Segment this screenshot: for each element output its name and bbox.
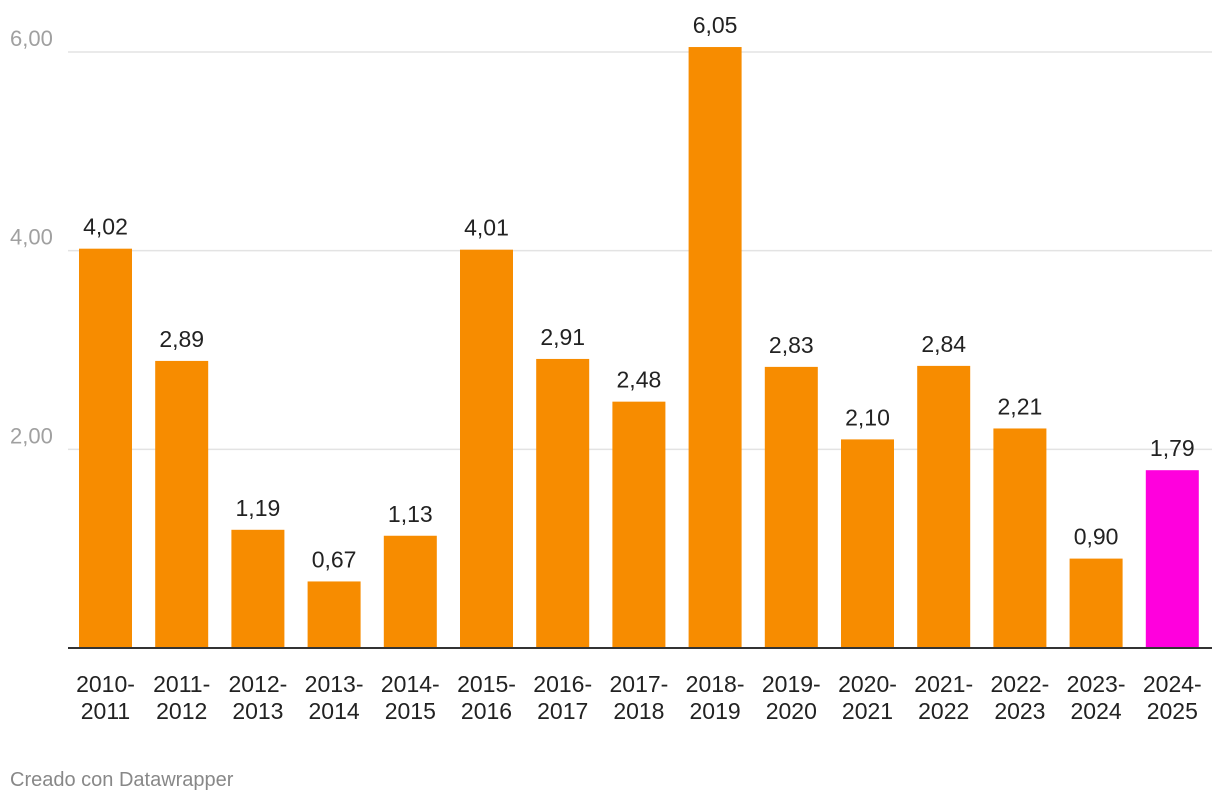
x-tick-label-line: 2024 bbox=[1071, 698, 1122, 724]
x-tick-label-line: 2021- bbox=[914, 671, 973, 697]
x-tick-label-line: 2010- bbox=[76, 671, 135, 697]
bar[interactable] bbox=[688, 47, 742, 649]
x-tick-label: 2023-2024 bbox=[1067, 671, 1126, 724]
x-tick-label: 2016-2017 bbox=[533, 671, 592, 724]
x-tick-label: 2018-2019 bbox=[686, 671, 745, 724]
x-tick-label-line: 2019- bbox=[762, 671, 821, 697]
value-label: 1,79 bbox=[1150, 435, 1195, 461]
x-tick-label: 2014-2015 bbox=[381, 671, 440, 724]
x-tick-label-line: 2011- bbox=[153, 671, 210, 697]
y-tick-label: 2,00 bbox=[10, 423, 53, 448]
x-tick-label: 2019-2020 bbox=[762, 671, 821, 724]
bars bbox=[79, 47, 1199, 649]
bar[interactable] bbox=[460, 249, 513, 648]
bar[interactable] bbox=[764, 366, 818, 648]
x-tick-label-line: 2017- bbox=[609, 671, 668, 697]
x-tick-label-line: 2021 bbox=[842, 698, 893, 724]
x-tick-label: 2021-2022 bbox=[914, 671, 973, 724]
bar[interactable] bbox=[536, 358, 590, 648]
x-tick-label-line: 2023- bbox=[1067, 671, 1126, 697]
x-tick-label-line: 2020- bbox=[838, 671, 897, 697]
x-tick-label: 2020-2021 bbox=[838, 671, 897, 724]
value-label: 6,05 bbox=[693, 12, 738, 38]
bar[interactable] bbox=[841, 439, 894, 648]
value-label: 2,10 bbox=[845, 404, 890, 430]
bar[interactable] bbox=[231, 529, 285, 648]
x-tick-label-line: 2022- bbox=[990, 671, 1049, 697]
bar[interactable] bbox=[1069, 558, 1123, 648]
x-tick-label-line: 2025 bbox=[1147, 698, 1198, 724]
value-label: 0,90 bbox=[1074, 524, 1119, 550]
y-tick-label: 6,00 bbox=[10, 26, 53, 51]
x-tick-label-line: 2012 bbox=[156, 698, 207, 724]
value-label: 0,67 bbox=[312, 546, 357, 572]
y-axis-tick-labels: 2,00 4,00 6,00 bbox=[10, 26, 53, 448]
x-tick-label-line: 2015 bbox=[385, 698, 436, 724]
bar[interactable] bbox=[1145, 470, 1199, 648]
x-tick-label-line: 2014- bbox=[381, 671, 440, 697]
value-label: 2,89 bbox=[159, 326, 204, 352]
value-label: 2,84 bbox=[921, 331, 966, 357]
value-label: 2,83 bbox=[769, 332, 814, 358]
x-tick-label-line: 2014 bbox=[309, 698, 360, 724]
x-tick-label: 2012-2013 bbox=[228, 671, 287, 724]
x-axis-category-labels: 2010-20112011-20122012-20132013-20142014… bbox=[76, 671, 1202, 724]
value-labels: 4,02 2,89 1,19 0,67 1,13 4,01 2,91 2,48 6,05 2,83… bbox=[83, 12, 1195, 572]
value-label: 4,02 bbox=[83, 214, 128, 240]
x-tick-label-line: 2017 bbox=[537, 698, 588, 724]
bar[interactable] bbox=[383, 535, 437, 648]
x-tick-label-line: 2013- bbox=[305, 671, 364, 697]
value-label: 1,19 bbox=[236, 495, 281, 521]
credit-text: Creado con Datawrapper bbox=[10, 769, 234, 791]
x-tick-label-line: 2018- bbox=[686, 671, 745, 697]
y-tick-label: 4,00 bbox=[10, 225, 53, 250]
x-tick-label: 2015-2016 bbox=[457, 671, 516, 724]
x-tick-label-line: 2011 bbox=[81, 698, 130, 724]
x-tick-label: 2022-2023 bbox=[990, 671, 1049, 724]
value-label: 4,01 bbox=[464, 215, 509, 241]
bar[interactable] bbox=[79, 248, 132, 648]
x-tick-label-line: 2016 bbox=[461, 698, 512, 724]
x-tick-label: 2010-2011 bbox=[76, 671, 135, 724]
bar[interactable] bbox=[917, 365, 971, 648]
x-tick-label-line: 2013 bbox=[232, 698, 283, 724]
x-tick-label-line: 2015- bbox=[457, 671, 516, 697]
x-tick-label-line: 2019 bbox=[690, 698, 741, 724]
x-tick-label-line: 2018 bbox=[613, 698, 664, 724]
x-tick-label: 2013-2014 bbox=[305, 671, 364, 724]
value-label: 2,48 bbox=[617, 367, 662, 393]
x-tick-label-line: 2024- bbox=[1143, 671, 1202, 697]
x-tick-label: 2017-2018 bbox=[609, 671, 668, 724]
x-tick-label-line: 2020 bbox=[766, 698, 817, 724]
bar[interactable] bbox=[993, 428, 1047, 648]
bar[interactable] bbox=[155, 360, 209, 648]
x-tick-label-line: 2022 bbox=[918, 698, 969, 724]
x-tick-label-line: 2012- bbox=[228, 671, 287, 697]
x-tick-label: 2011-2012 bbox=[153, 671, 210, 724]
x-tick-label: 2024-2025 bbox=[1143, 671, 1202, 724]
value-label: 2,21 bbox=[998, 393, 1043, 419]
bar[interactable] bbox=[307, 581, 361, 648]
bar[interactable] bbox=[612, 401, 666, 648]
x-tick-label-line: 2016- bbox=[533, 671, 592, 697]
x-tick-label-line: 2023 bbox=[994, 698, 1045, 724]
value-label: 2,91 bbox=[540, 324, 585, 350]
value-label: 1,13 bbox=[388, 501, 433, 527]
